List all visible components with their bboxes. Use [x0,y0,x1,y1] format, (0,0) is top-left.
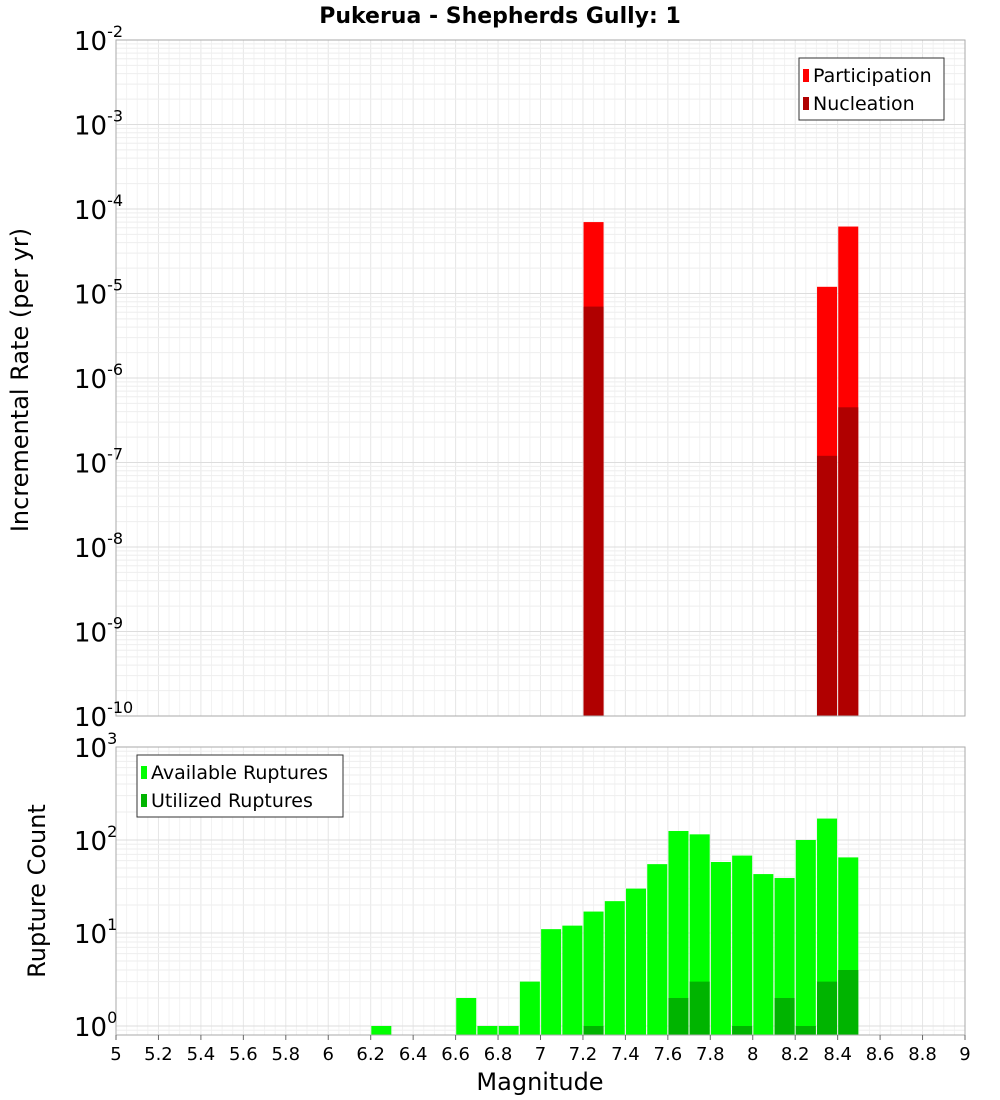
count-bar [710,861,731,1035]
count-y-tick-label: 102 [74,822,117,857]
x-tick-label: 8 [747,1044,758,1065]
rate-plot: 10-2 10-3 10-4 10-5 10-6 10-7 10-8 10-9 10-10 Par… [74,22,966,733]
top-y-axis-label: Incremental Rate (per yr) [6,228,34,532]
chart-title: Pukerua - Shepherds Gully: 1 [319,4,681,29]
rate-y-tick-label: 10-3 [74,107,123,142]
count-bar [647,864,668,1035]
x-axis-ticks: 5 5.2 5.4 5.6 5.8 6 6.2 6.4 6.6 6.8 7 7.2 7.4 7.6 7.8 8… [110,1035,971,1065]
x-tick-label: 6.8 [484,1044,513,1065]
x-tick-label: 7.4 [611,1044,640,1065]
x-tick-label: 8.2 [781,1044,810,1065]
count-bar [604,901,625,1035]
count-bar [371,1025,392,1035]
count-bar [774,878,795,1035]
count-bar [795,839,816,1035]
count-bar [668,997,689,1035]
rate-bar [838,407,859,716]
x-tick-label: 6.6 [441,1044,470,1065]
x-tick-label: 5 [110,1044,121,1065]
bottom-y-axis-label: Rupture Count [23,804,51,978]
rate-y-tick-label: 10-9 [74,614,123,649]
rate-grid [115,39,966,717]
rate-legend: Participation Nucleation [798,57,945,121]
rate-legend-swatch [803,69,809,82]
x-tick-label: 7.6 [654,1044,683,1065]
x-tick-label: 6.2 [356,1044,385,1065]
count-bar [668,830,689,1035]
rate-bar [817,455,838,716]
rate-legend-box [798,57,945,121]
rate-legend-swatch [803,97,809,110]
x-tick-label: 5.2 [144,1044,173,1065]
rate-series-nucleation [583,306,859,716]
count-bar [838,969,859,1035]
count-bar [541,929,562,1035]
count-bar [498,1025,519,1035]
x-tick-label: 7 [535,1044,546,1065]
x-tick-label: 7.8 [696,1044,725,1065]
rate-y-tick-label: 10-4 [74,191,123,226]
count-bar [732,1025,753,1035]
count-y-tick-label: 103 [74,729,117,764]
rate-legend-label: Nucleation [813,93,915,115]
count-legend-label: Available Ruptures [151,762,328,784]
rate-y-tick-label: 10-5 [74,276,123,311]
rate-y-tick-label: 10-10 [74,698,133,733]
count-legend: Available Ruptures Utilized Ruptures [136,754,344,818]
rupture-count-plot: 103 102 101 100 Available Ruptures Utilized R… [74,729,971,1065]
count-series-utilized-ruptures [583,969,859,1035]
x-tick-label: 8.8 [908,1044,937,1065]
count-bar [732,855,753,1035]
count-bar [519,981,540,1035]
x-tick-label: 8.6 [866,1044,895,1065]
count-y-tick-label: 100 [74,1008,117,1043]
rate-bar [583,306,604,716]
rate-y-tick-label: 10-6 [74,360,123,395]
rate-plot-border [115,39,966,717]
count-bar [456,997,477,1035]
count-bar [795,1025,816,1035]
count-legend-swatch [141,766,147,779]
rate-y-tick-label: 10-8 [74,529,123,564]
x-tick-label: 5.4 [187,1044,216,1065]
count-bar [583,1025,604,1035]
x-tick-label: 6.4 [399,1044,428,1065]
x-tick-label: 7.2 [569,1044,598,1065]
count-bar [753,874,774,1035]
x-axis-label: Magnitude [476,1068,603,1096]
x-tick-label: 5.6 [229,1044,258,1065]
count-bar [774,997,795,1035]
count-bar [689,981,710,1035]
rate-y-tick-label: 10-7 [74,445,123,480]
x-tick-label: 5.8 [271,1044,300,1065]
x-tick-label: 6 [323,1044,334,1065]
count-legend-label: Utilized Ruptures [151,790,313,812]
count-legend-box [136,754,344,818]
count-bar [562,925,583,1035]
count-legend-swatch [141,794,147,807]
rate-legend-label: Participation [813,65,932,87]
count-y-tick-label: 101 [74,915,117,950]
count-bar [477,1025,498,1035]
count-bar [583,911,604,1035]
count-bar [626,888,647,1035]
count-bar [817,981,838,1035]
x-tick-label: 8.4 [823,1044,852,1065]
count-bar [817,818,838,1035]
rate-y-tick-label: 10-2 [74,22,123,57]
x-tick-label: 9 [959,1044,970,1065]
